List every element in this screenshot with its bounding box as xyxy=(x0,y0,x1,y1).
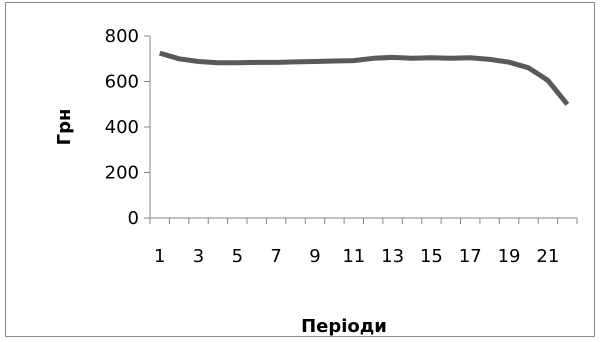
series-layer xyxy=(158,50,570,106)
x-tick-label: 9 xyxy=(309,246,320,267)
x-axis-title: Періоди xyxy=(301,316,387,337)
x-tick-label: 15 xyxy=(420,246,443,267)
x-tick-label: 3 xyxy=(193,246,204,267)
y-axis-title: Грн xyxy=(54,109,75,146)
chart-frame xyxy=(5,2,595,337)
y-axis: 0 200 400 600 800 xyxy=(105,26,151,229)
y-tick-label: 600 xyxy=(105,72,139,93)
x-tick-label: 1 xyxy=(154,246,165,267)
x-tick-label: 19 xyxy=(498,246,521,267)
x-tick-label: 13 xyxy=(381,246,404,267)
x-tick-label: 7 xyxy=(270,246,281,267)
series-line xyxy=(158,50,570,106)
y-tick-label: 0 xyxy=(128,208,139,229)
x-tick-label: 5 xyxy=(232,246,243,267)
x-tick-label: 11 xyxy=(342,246,365,267)
x-axis: 1 3 5 7 9 11 13 15 17 19 21 xyxy=(149,217,578,267)
x-tick-label: 17 xyxy=(459,246,482,267)
y-tick-label: 400 xyxy=(105,117,139,138)
x-tick-label: 21 xyxy=(536,246,559,267)
y-tick-label: 800 xyxy=(105,26,139,47)
y-tick-label: 200 xyxy=(105,163,139,184)
